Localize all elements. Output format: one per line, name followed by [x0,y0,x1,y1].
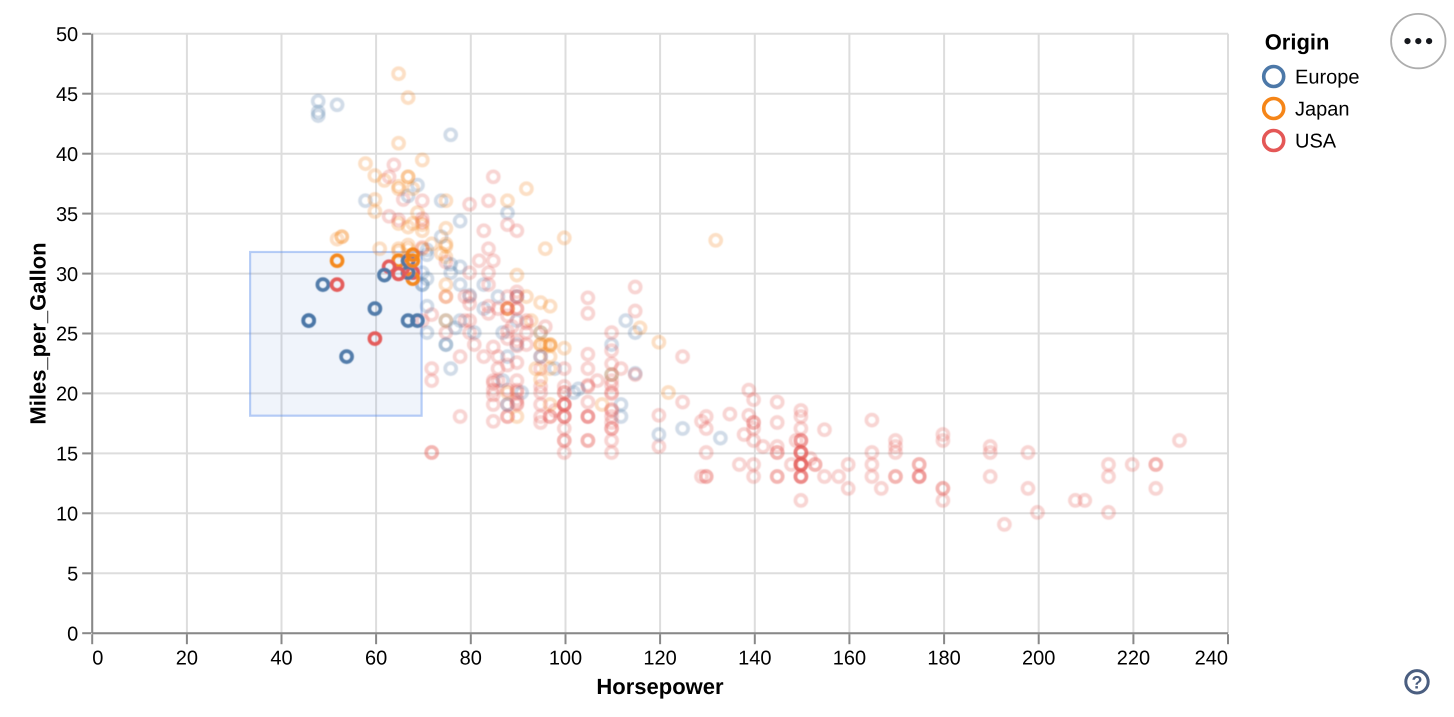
svg-text:0: 0 [92,647,103,669]
svg-text:40: 40 [56,144,78,166]
svg-text:Origin: Origin [1265,29,1330,54]
svg-text:Japan: Japan [1295,99,1350,121]
svg-text:Horsepower: Horsepower [596,674,724,699]
svg-text:USA: USA [1295,131,1337,153]
svg-text:200: 200 [1022,647,1055,669]
svg-text:100: 100 [549,647,582,669]
svg-text:45: 45 [56,84,78,106]
svg-text:20: 20 [56,384,78,406]
svg-text:220: 220 [1117,647,1150,669]
svg-text:15: 15 [56,444,78,466]
svg-text:180: 180 [927,647,960,669]
svg-text:5: 5 [67,564,78,586]
svg-text:25: 25 [56,324,78,346]
svg-text:160: 160 [833,647,866,669]
svg-text:35: 35 [56,204,78,226]
svg-text:60: 60 [365,647,387,669]
svg-text:20: 20 [176,647,198,669]
svg-text:Europe: Europe [1295,67,1360,89]
svg-text:30: 30 [56,264,78,286]
svg-text:Miles_per_Gallon: Miles_per_Gallon [26,242,51,424]
svg-text:40: 40 [270,647,292,669]
svg-text:10: 10 [56,504,78,526]
svg-text:50: 50 [56,24,78,46]
svg-text:140: 140 [738,647,771,669]
svg-text:0: 0 [67,623,78,645]
svg-text:?: ? [1412,672,1423,692]
svg-text:240: 240 [1195,647,1228,669]
svg-text:120: 120 [643,647,676,669]
svg-text:80: 80 [460,647,482,669]
